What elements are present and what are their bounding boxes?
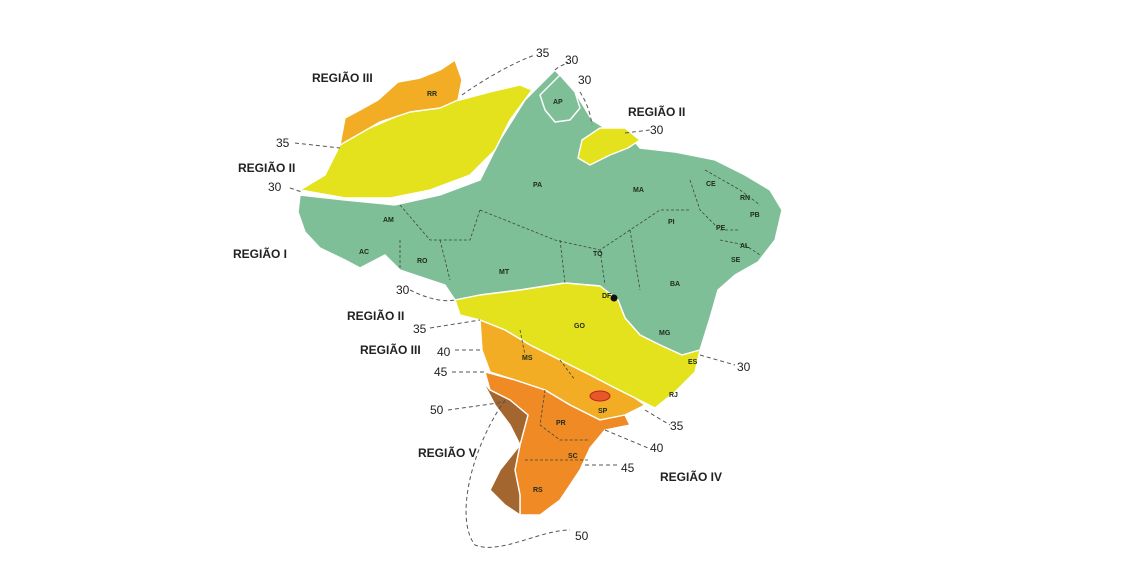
state-label-pi: PI <box>668 219 675 226</box>
state-label-rn: RN <box>740 195 750 202</box>
sp-isoline-loop <box>589 390 611 402</box>
state-label-rs: RS <box>533 487 543 494</box>
state-label-pb: PB <box>750 212 760 219</box>
state-label-mt: MT <box>499 269 510 276</box>
region-label-I: REGIÃO I <box>233 246 287 261</box>
state-label-ro: RO <box>417 258 428 265</box>
isoline-label-30-center: 30 <box>396 283 410 297</box>
state-borders <box>399 169 761 461</box>
isoline-label-45-south: 45 <box>621 461 635 475</box>
zone-I-amapa <box>539 74 581 123</box>
isoline-40-south <box>604 429 649 449</box>
isoline-30-north-b <box>579 91 593 126</box>
isoline-label-50-bottom: 50 <box>575 529 589 543</box>
isoline-30-center <box>409 289 456 302</box>
region-label-II-east: REGIÃO II <box>628 104 685 119</box>
state-label-rj: RJ <box>669 392 678 399</box>
region-label-V: REGIÃO V <box>418 445 477 460</box>
isoline-label-30-east: 30 <box>737 360 751 374</box>
isoline-label-30-top-b: 30 <box>578 73 592 87</box>
zone-III-north-area <box>339 59 463 146</box>
zone-V-area <box>481 379 529 516</box>
state-label-pr: PR <box>556 420 566 427</box>
state-label-to: TO <box>593 251 603 258</box>
isoline-label-35-center: 35 <box>413 322 427 336</box>
state-label-ma: MA <box>633 187 644 194</box>
region-label-IV: REGIÃO IV <box>660 469 722 484</box>
brasilia-marker <box>610 294 618 302</box>
isoline-35-center <box>429 319 481 329</box>
isoline-label-30-top-a: 30 <box>565 53 579 67</box>
isoline-35-west <box>294 142 341 149</box>
state-label-sc: SC <box>568 453 578 460</box>
isoline-label-35-west: 35 <box>276 136 290 150</box>
state-label-ce: CE <box>706 181 716 188</box>
region-label-III-north: REGIÃO III <box>312 70 373 85</box>
state-label-se: SE <box>731 257 741 264</box>
state-label-go: GO <box>574 323 585 330</box>
state-label-ap: AP <box>553 99 563 106</box>
isoline-30-east <box>699 354 736 366</box>
isoline-label-35-top: 35 <box>536 46 550 60</box>
isoline-50-offshore <box>465 399 571 548</box>
state-label-al: AL <box>740 243 750 250</box>
isoline-30-west <box>289 187 303 193</box>
state-label-es: ES <box>688 359 698 366</box>
isoline-label-35-south: 35 <box>670 419 684 433</box>
region-label-II-north: REGIÃO II <box>238 160 295 175</box>
region-label-II-mid: REGIÃO II <box>347 308 404 323</box>
isoline-35-north <box>461 54 536 96</box>
isoline-label-40-south: 40 <box>650 441 664 455</box>
isoline-35-south <box>644 409 671 426</box>
state-label-ba: BA <box>670 281 680 288</box>
state-label-am: AM <box>383 217 394 224</box>
state-label-ms: MS <box>522 355 533 362</box>
region-label-III-mid: REGIÃO III <box>360 342 421 357</box>
isoline-label-50-west: 50 <box>430 403 444 417</box>
isoline-label-45-west: 45 <box>434 365 448 379</box>
state-label-sp: SP <box>598 408 608 415</box>
isoline-label-40-west: 40 <box>437 345 451 359</box>
state-label-ac: AC <box>359 249 369 256</box>
isoline-30-north-a <box>554 61 569 71</box>
state-label-rr: RR <box>427 91 437 98</box>
isoline-label-30-west: 30 <box>268 180 282 194</box>
zone-I-area <box>297 69 783 356</box>
isoline-label-30-east-north: 30 <box>650 123 664 137</box>
zone-II-coast <box>577 127 641 166</box>
state-label-pe: PE <box>716 225 726 232</box>
state-label-mg: MG <box>659 330 671 337</box>
isoline-50-west <box>447 401 506 411</box>
state-label-df: DF <box>602 293 612 300</box>
state-label-pa: PA <box>533 182 542 189</box>
